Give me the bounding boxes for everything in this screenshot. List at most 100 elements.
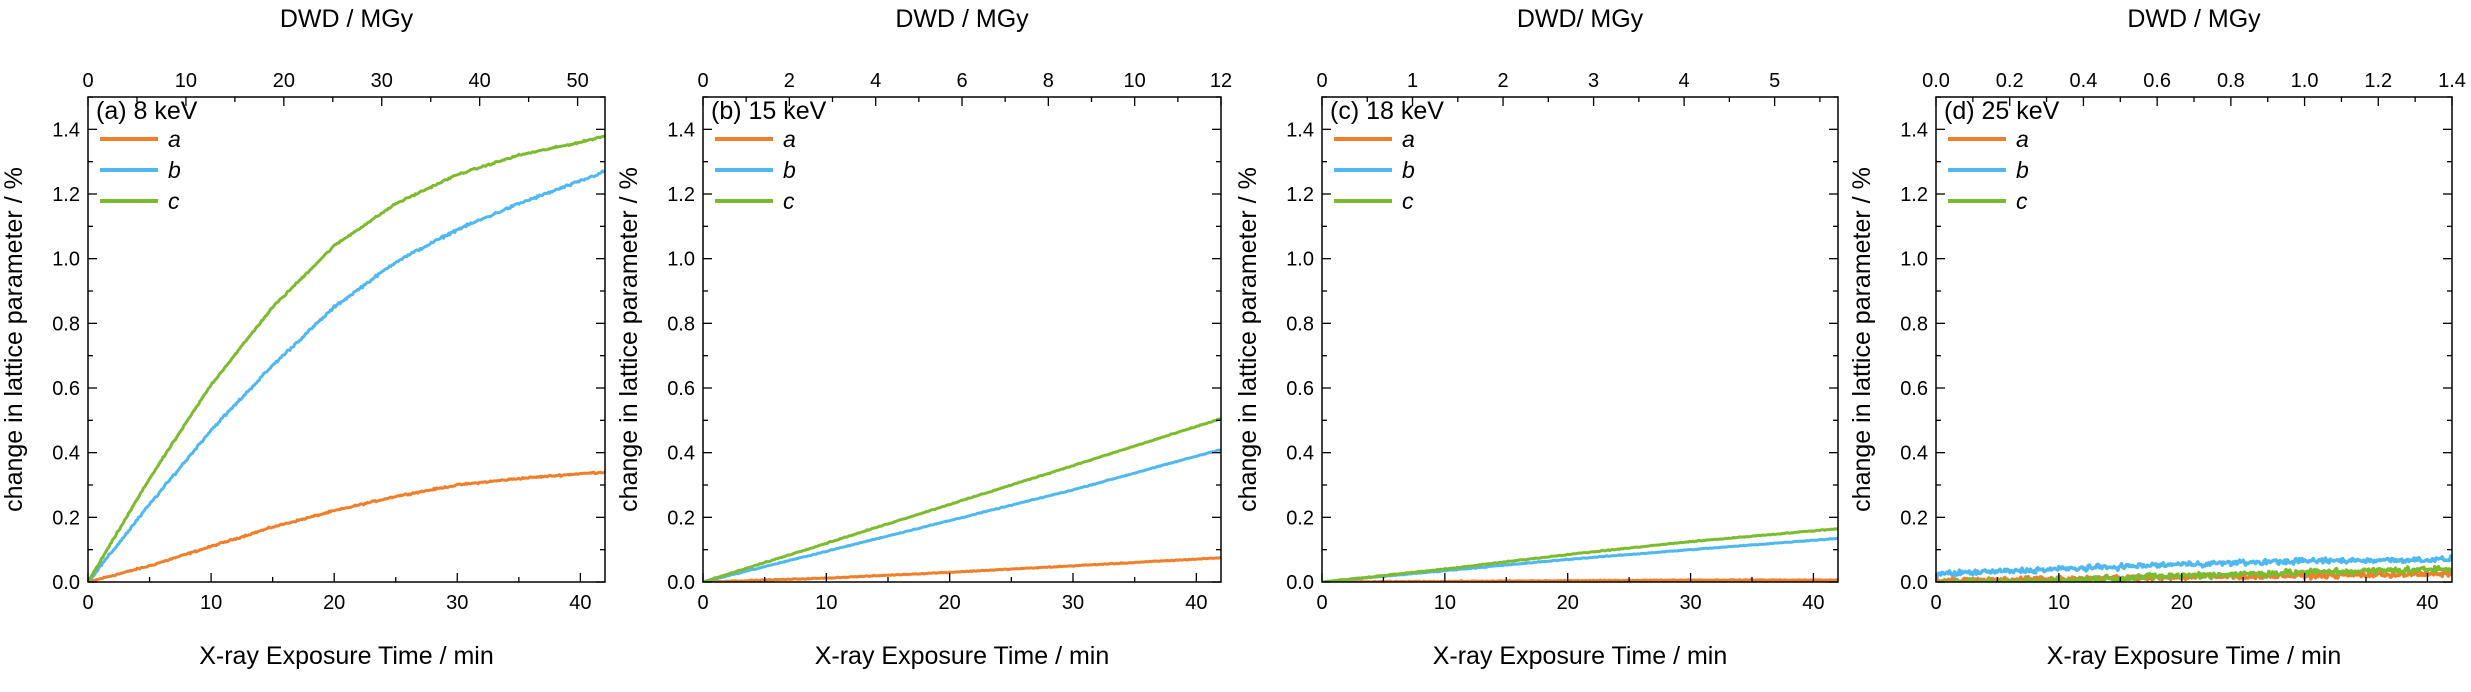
top-tick-label: 0.2 (1996, 70, 2024, 92)
panel-label: (c) 18 keV (1330, 97, 1444, 125)
legend-label-a: a (2016, 126, 2029, 152)
y-axis-title: change in lattice parameter / % (1848, 167, 1876, 512)
x-tick-label: 40 (1185, 592, 1207, 614)
top-tick-label: 40 (469, 70, 491, 92)
x-tick-label: 0 (697, 592, 708, 614)
y-tick-label: 0.4 (1900, 443, 1928, 465)
series-group (703, 417, 1221, 582)
y-tick-label: 1.0 (52, 249, 80, 271)
panel-b: 0 10 20 30 40 0 2 4 6 8 10 12 0.0 0.2 0.4 0.6 0.8 1.0 1.2 1… (615, 5, 1232, 670)
x-tick-label: 10 (815, 592, 837, 614)
top-tick-label: 50 (566, 70, 588, 92)
y-tick-label: 0.0 (52, 572, 80, 594)
top-tick-label: 6 (956, 70, 967, 92)
x-tick-label: 0 (1316, 592, 1327, 614)
plot-frame (1935, 96, 2453, 583)
y-tick-label: 0.8 (52, 313, 80, 335)
y-tick-label: 0.0 (1286, 572, 1314, 594)
y-tick-label: 1.2 (1286, 184, 1314, 206)
x-tick-label: 0 (1930, 592, 1941, 614)
panel-label: (a) 8 keV (96, 97, 198, 125)
top-tick-label: 8 (1043, 70, 1054, 92)
y-axis-title: change in lattice parameter / % (0, 167, 28, 512)
x-tick-label: 0 (82, 592, 93, 614)
y-tick-label: 1.2 (52, 184, 80, 206)
top-tick-label: 1.2 (2364, 70, 2392, 92)
legend-label-c: c (1402, 188, 1414, 214)
top-tick-label: 1.4 (2438, 70, 2466, 92)
y-tick-label: 1.4 (1900, 119, 1928, 141)
top-tick-label: 4 (1679, 70, 1690, 92)
series-line-c (1938, 564, 2452, 582)
x-tick-label: 30 (446, 592, 468, 614)
y-tick-label: 1.4 (667, 119, 695, 141)
y-tick-label: 0.6 (667, 378, 695, 400)
series-line-b (88, 169, 605, 582)
x-tick-label: 40 (2416, 592, 2438, 614)
legend-label-a: a (783, 126, 796, 152)
y-tick-label: 0.6 (1900, 378, 1928, 400)
series-line-b (703, 448, 1221, 582)
series-group (1936, 554, 2452, 582)
legend-label-b: b (168, 157, 181, 183)
series-line-a (703, 556, 1221, 582)
panel-label: (d) 25 keV (1944, 97, 2060, 125)
top-axis-title: DWD / MGy (2127, 5, 2261, 33)
x-tick-label: 20 (2171, 592, 2193, 614)
top-axis-title: DWD / MGy (280, 5, 414, 33)
y-tick-label: 0.2 (1286, 507, 1314, 529)
y-tick-label: 0.2 (1900, 507, 1928, 529)
y-tick-label: 0.2 (52, 507, 80, 529)
top-tick-label: 0.0 (1922, 70, 1950, 92)
x-axis-title: X-ray Exposure Time / min (815, 642, 1110, 670)
series-line-b (1936, 554, 2452, 579)
legend-label-b: b (2016, 157, 2029, 183)
top-tick-label: 0 (82, 70, 93, 92)
y-tick-label: 0.6 (1286, 378, 1314, 400)
y-tick-label: 0.0 (1900, 572, 1928, 594)
top-tick-label: 10 (175, 70, 197, 92)
panel-label: (b) 15 keV (711, 97, 827, 125)
y-tick-label: 1.0 (1286, 249, 1314, 271)
x-axis-title: X-ray Exposure Time / min (1433, 642, 1728, 670)
y-tick-label: 1.2 (1900, 184, 1928, 206)
top-tick-label: 10 (1124, 70, 1146, 92)
y-tick-label: 0.8 (1900, 313, 1928, 335)
top-tick-label: 4 (870, 70, 881, 92)
y-tick-label: 0.8 (1286, 313, 1314, 335)
series-line-c (703, 417, 1221, 582)
series-line-c (88, 134, 605, 582)
x-axis-title: X-ray Exposure Time / min (199, 642, 494, 670)
x-tick-label: 10 (1434, 592, 1456, 614)
y-tick-label: 0.0 (667, 572, 695, 594)
plot-frame (87, 96, 606, 583)
y-tick-label: 0.4 (667, 443, 695, 465)
x-tick-label: 30 (1679, 592, 1701, 614)
x-tick-label: 20 (323, 592, 345, 614)
top-tick-label: 2 (1497, 70, 1508, 92)
panel-c: 0 10 20 30 40 0 1 2 3 4 5 0.0 0.2 0.4 0.6 0.8 1.0 1.2 1.4 X… (1234, 5, 1839, 670)
top-tick-label: 3 (1588, 70, 1599, 92)
top-tick-label: 12 (1210, 70, 1232, 92)
top-tick-label: 0 (697, 70, 708, 92)
legend-label-c: c (168, 188, 180, 214)
series-line-b (1322, 536, 1838, 582)
legend-label-c: c (2016, 188, 2028, 214)
x-tick-label: 10 (2048, 592, 2070, 614)
plot-frame (1321, 96, 1839, 583)
x-tick-label: 10 (200, 592, 222, 614)
series-line-c (1322, 527, 1838, 582)
x-tick-label: 40 (569, 592, 591, 614)
top-tick-label: 1.0 (2291, 70, 2319, 92)
top-tick-label: 0.6 (2143, 70, 2171, 92)
series-group (88, 134, 605, 582)
y-tick-label: 0.8 (667, 313, 695, 335)
top-tick-label: 1 (1407, 70, 1418, 92)
top-tick-label: 2 (784, 70, 795, 92)
top-tick-label: 0 (1316, 70, 1327, 92)
top-axis-title: DWD / MGy (895, 5, 1029, 33)
top-tick-label: 20 (273, 70, 295, 92)
top-axis-title: DWD/ MGy (1517, 5, 1644, 33)
series-group (1322, 527, 1838, 582)
y-tick-label: 0.6 (52, 378, 80, 400)
